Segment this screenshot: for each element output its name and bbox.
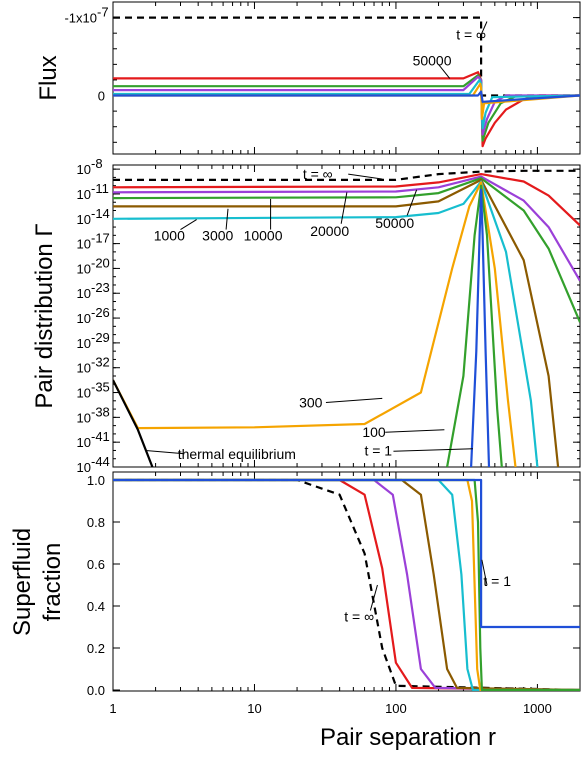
annotation-leader-line bbox=[369, 584, 378, 611]
flux-series-2 bbox=[113, 74, 580, 142]
sf-series-7 bbox=[113, 478, 580, 629]
pd-y-tick-exponent: -29 bbox=[91, 330, 110, 345]
pd-y-tick-label: 10 bbox=[77, 460, 91, 475]
flux-y-tick-exponent: -7 bbox=[97, 5, 109, 20]
pd-y-tick-label: 10 bbox=[77, 212, 91, 227]
flux-series-1 bbox=[113, 71, 580, 148]
annotation-leader-line bbox=[348, 173, 383, 180]
pd-annotation-6: 300 bbox=[299, 394, 323, 410]
pd-series-8 bbox=[470, 188, 491, 467]
sf-y-tick-label: 1.0 bbox=[87, 473, 105, 488]
annotation-leader-line bbox=[180, 219, 197, 230]
flux-y-tick-label: -1x10 bbox=[64, 11, 97, 26]
flux-annotation-0: 50000 bbox=[413, 52, 452, 68]
annotation-leader-line bbox=[406, 189, 418, 216]
pair-distribution-ylabel: Pair distribution Γ bbox=[31, 223, 58, 408]
pd-annotation-2: 3000 bbox=[202, 227, 233, 243]
pd-annotation-9: thermal equilibrium bbox=[178, 446, 296, 462]
pd-y-tick-exponent: -44 bbox=[91, 454, 110, 469]
sf-y-tick-label: 0.0 bbox=[87, 683, 105, 698]
pd-y-tick-label: 10 bbox=[77, 386, 91, 401]
superfluid-ylabel-line1: Superfluid bbox=[9, 528, 36, 636]
pd-y-tick-label: 10 bbox=[77, 286, 91, 301]
flux-series-6 bbox=[113, 90, 580, 103]
x-tick-label: 1000 bbox=[523, 701, 552, 716]
pd-annotation-1: 1000 bbox=[154, 227, 185, 243]
pd-annotation-8: t = 1 bbox=[364, 442, 392, 458]
x-tick-label: 10 bbox=[247, 701, 261, 716]
pd-series-7 bbox=[446, 184, 503, 467]
sf-y-tick-label: 0.6 bbox=[87, 557, 105, 572]
flux-ylabel: Flux bbox=[35, 55, 62, 100]
annotation-leader-line bbox=[480, 21, 488, 35]
pd-y-tick-exponent: -8 bbox=[91, 156, 103, 171]
pd-y-tick-label: 10 bbox=[77, 410, 91, 425]
x-tick-label: 1 bbox=[109, 701, 116, 716]
pd-y-tick-label: 10 bbox=[77, 311, 91, 326]
annotation-leader-line bbox=[393, 448, 473, 452]
flux-annotation-1: t = ∞ bbox=[456, 27, 486, 43]
sf-y-tick-label: 0.8 bbox=[87, 515, 105, 530]
annotation-leader-line bbox=[481, 559, 488, 586]
pd-y-tick-exponent: -23 bbox=[91, 280, 110, 295]
flux-series-0 bbox=[113, 16, 580, 97]
annotation-leader-line bbox=[438, 64, 451, 79]
pd-y-tick-label: 10 bbox=[77, 237, 91, 252]
curves-layer bbox=[113, 16, 580, 691]
pd-series-3 bbox=[113, 177, 580, 323]
pd-annotation-4: 20000 bbox=[310, 223, 349, 239]
sf-y-tick-label: 0.4 bbox=[87, 599, 105, 614]
pd-y-tick-exponent: -26 bbox=[91, 305, 110, 320]
annotation-leader-line bbox=[225, 208, 229, 230]
pd-series-9 bbox=[113, 379, 154, 467]
pd-y-tick-exponent: -14 bbox=[91, 206, 110, 221]
sf-y-tick-label: 0.2 bbox=[87, 641, 105, 656]
sf-annotation-0: t = ∞ bbox=[344, 609, 374, 625]
pd-y-tick-label: 10 bbox=[77, 336, 91, 351]
annotation-leader-line bbox=[325, 397, 383, 403]
pd-series-6 bbox=[113, 181, 517, 467]
sf-annotation-1: t = 1 bbox=[483, 573, 511, 589]
pd-y-tick-exponent: -32 bbox=[91, 355, 110, 370]
pd-y-tick-exponent: -17 bbox=[91, 231, 110, 246]
pd-y-tick-label: 10 bbox=[77, 261, 91, 276]
annotation-leader-line bbox=[145, 449, 185, 455]
pd-series-2 bbox=[113, 175, 580, 282]
flux-y-tick-label: 0 bbox=[98, 89, 105, 104]
pd-y-tick-label: 10 bbox=[77, 435, 91, 450]
pd-annotation-7: 100 bbox=[362, 424, 386, 440]
pd-y-tick-label: 10 bbox=[77, 162, 91, 177]
pd-annotation-0: t = ∞ bbox=[303, 166, 333, 182]
annotation-leader-line bbox=[340, 192, 348, 224]
pair-distribution-panel-frame bbox=[112, 164, 581, 468]
x-tick-label: 100 bbox=[385, 701, 407, 716]
pd-y-tick-label: 10 bbox=[77, 187, 91, 202]
superfluid-ylabel-line2: fraction bbox=[39, 543, 66, 622]
pd-y-tick-exponent: -38 bbox=[91, 404, 110, 419]
pd-y-tick-exponent: -35 bbox=[91, 380, 110, 395]
annotation-leader-line bbox=[385, 429, 445, 433]
pd-series-0 bbox=[113, 169, 580, 181]
pd-annotation-3: 10000 bbox=[244, 227, 283, 243]
pd-y-tick-exponent: -41 bbox=[91, 429, 110, 444]
pd-y-tick-label: 10 bbox=[77, 361, 91, 376]
pd-series-4 bbox=[113, 178, 560, 467]
pd-y-tick-exponent: -11 bbox=[91, 181, 109, 196]
pd-y-tick-exponent: -20 bbox=[91, 255, 110, 270]
pd-series-5 bbox=[113, 180, 539, 467]
pd-series-1 bbox=[113, 173, 580, 227]
x-axis-label: Pair separation r bbox=[320, 724, 496, 751]
superfluid-panel-frame bbox=[112, 471, 581, 692]
pd-annotation-5: 50000 bbox=[375, 215, 414, 231]
